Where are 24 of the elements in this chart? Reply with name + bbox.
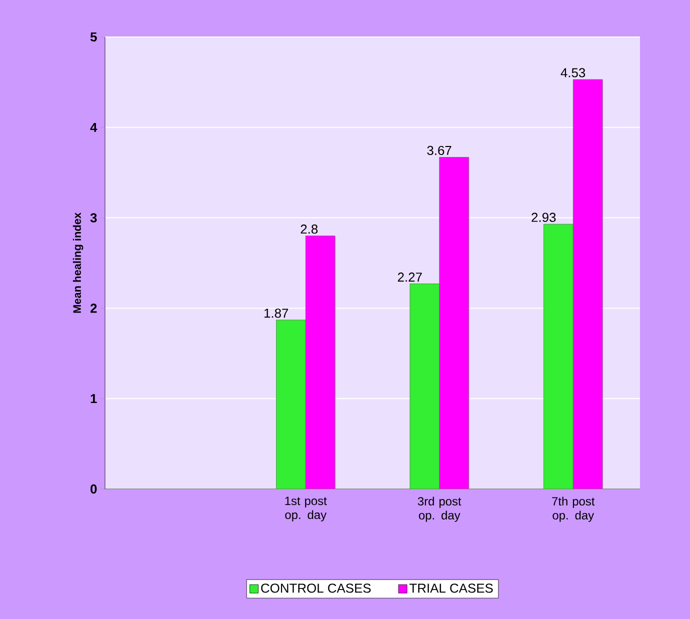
x-tick-label: 3rd post op. day: [418, 496, 462, 522]
y-tick-label: 3: [90, 213, 97, 222]
y-tick-label: 5: [90, 32, 97, 42]
bar: [305, 236, 336, 489]
x-tick-label: 1st post op. day: [285, 496, 327, 522]
data-label: 2.27: [398, 272, 422, 282]
y-tick-label: 4: [90, 122, 98, 132]
y-tick-label: 0: [90, 484, 97, 494]
data-label: 2.8: [300, 224, 318, 234]
y-axis-title: Mean healing index: [72, 212, 84, 313]
bar: [544, 224, 574, 489]
bar: [572, 79, 603, 489]
x-tick-label: 7th post op. day: [552, 496, 595, 522]
y-tick-label: 2: [90, 304, 97, 313]
legend-label: TRIAL CASES: [410, 584, 493, 593]
data-label: 1.87: [264, 308, 288, 318]
legend-label: CONTROL CASES: [261, 584, 371, 593]
data-label: 3.67: [427, 146, 452, 156]
bar: [439, 157, 470, 489]
bar: [410, 284, 440, 489]
bar: [276, 320, 306, 489]
y-tick-label: 1: [90, 394, 97, 404]
data-label: 2.93: [532, 212, 556, 222]
data-label: 4.53: [560, 68, 586, 78]
